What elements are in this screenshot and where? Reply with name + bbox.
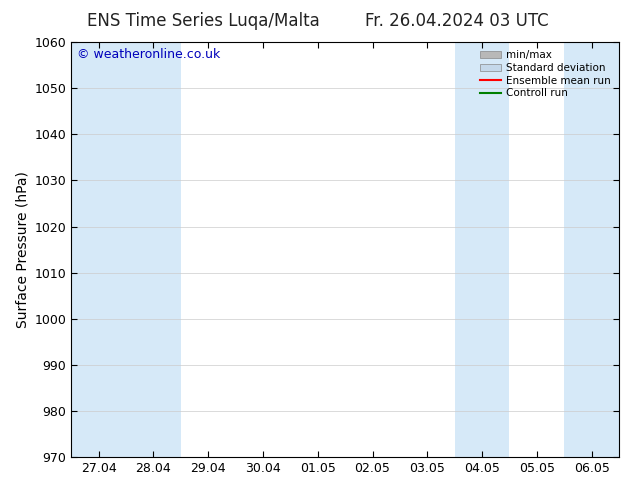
Text: © weatheronline.co.uk: © weatheronline.co.uk [77,49,220,61]
Legend: min/max, Standard deviation, Ensemble mean run, Controll run: min/max, Standard deviation, Ensemble me… [477,47,614,101]
Bar [564,42,619,457]
Bar [455,42,510,457]
Bar [71,42,126,457]
Bar [126,42,181,457]
Text: ENS Time Series Luqa/Malta: ENS Time Series Luqa/Malta [86,12,320,30]
Text: Fr. 26.04.2024 03 UTC: Fr. 26.04.2024 03 UTC [365,12,548,30]
Y-axis label: Surface Pressure (hPa): Surface Pressure (hPa) [15,171,29,328]
